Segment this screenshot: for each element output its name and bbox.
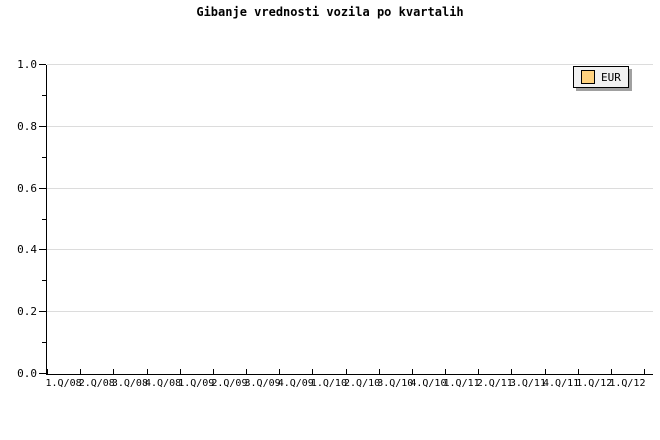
x-tick (478, 369, 480, 374)
legend: EUR (573, 66, 629, 88)
y-tick-label: 0.0 (17, 367, 37, 380)
y-gridline (47, 311, 653, 313)
y-major-tick (39, 311, 46, 313)
x-tick-label: 2.Q/10 (344, 378, 381, 389)
x-tick-label: 1.Q/11 (443, 378, 480, 389)
x-tick (544, 369, 546, 374)
y-gridline (47, 187, 653, 189)
x-tick-label: 4.Q/09 (277, 378, 314, 389)
x-tick (577, 369, 579, 374)
y-minor-tick (42, 218, 46, 220)
y-gridline (47, 249, 653, 251)
y-major-tick (39, 249, 46, 251)
x-tick (179, 369, 181, 374)
x-tick-label: 3.Q/11 (509, 378, 546, 389)
x-tick-label: 3.Q/09 (244, 378, 281, 389)
y-tick-label: 0.6 (17, 181, 37, 195)
x-tick-label: 2.Q/11 (476, 378, 513, 389)
x-tick (644, 369, 645, 374)
x-tick-label: 3.Q/10 (377, 378, 414, 389)
y-minor-tick (42, 342, 46, 344)
y-major-tick (39, 125, 46, 127)
x-tick-label: 2.Q/09 (211, 378, 248, 389)
x-tick (146, 369, 148, 374)
x-tick-label: 4.Q/11 (543, 378, 580, 389)
y-minor-tick (42, 94, 46, 96)
x-tick (511, 369, 513, 374)
y-gridline (47, 125, 653, 127)
legend-color-swatch (581, 70, 595, 84)
y-tick-label: 0.2 (17, 305, 37, 319)
x-tick (246, 369, 247, 374)
x-tick-label: 3.Q/08 (111, 378, 148, 389)
x-tick-label: 1.Q/12 (576, 378, 613, 389)
x-tick (212, 369, 214, 374)
legend-series-label: EUR (601, 70, 621, 84)
x-tick-label: 1.Q/08 (45, 378, 82, 389)
x-tick (279, 369, 281, 374)
y-tick-label: 1.0 (17, 58, 37, 71)
x-tick (411, 369, 413, 374)
x-tick-label: 4.Q/08 (145, 378, 182, 389)
x-tick (610, 369, 612, 374)
y-major-tick (39, 64, 46, 65)
x-tick (445, 369, 446, 374)
x-tick-label: 1.Q/09 (178, 378, 215, 389)
y-minor-tick (42, 280, 46, 282)
x-tick-label: 2.Q/08 (78, 378, 115, 389)
x-tick (378, 369, 380, 374)
x-tick (113, 369, 115, 374)
x-tick-label: 1.Q/10 (310, 378, 347, 389)
y-minor-tick (42, 156, 46, 158)
y-major-tick (39, 187, 46, 189)
y-major-tick (39, 373, 46, 374)
x-tick (80, 369, 82, 374)
y-gridline (47, 64, 653, 65)
x-tick (345, 369, 347, 374)
y-tick-label: 0.4 (17, 243, 37, 257)
x-tick (47, 369, 48, 374)
x-tick-label: 1.Q/12 (609, 378, 646, 389)
y-tick-label: 0.8 (17, 119, 37, 133)
x-tick (312, 369, 314, 374)
x-tick-label: 4.Q/10 (410, 378, 447, 389)
chart-title: Gibanje vrednosti vozila po kvartalih (196, 5, 464, 19)
plot-area: 0.0 0.2 0.4 0.6 0.8 1.0 1.Q/08 2.Q/08 3.Q/08 4.Q/… (17, 59, 653, 389)
